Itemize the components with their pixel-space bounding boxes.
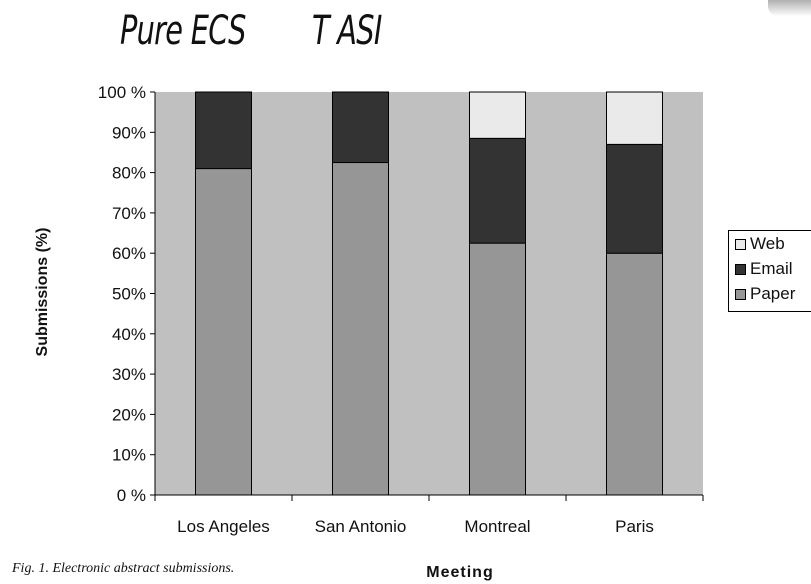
y-tick-label: 70% [112,204,146,223]
legend-label-paper: Paper [750,284,796,303]
legend-item-paper: Paper [735,284,795,304]
bar-paper [195,168,252,496]
bar-web [469,91,526,139]
y-tick-label: 20% [112,405,146,424]
bar-paper [606,252,663,496]
chart-legend: Web Email Paper [728,230,811,312]
x-tick-label: Los Angeles [177,517,270,536]
y-tick-label: 10% [112,446,146,465]
corner-decoration [768,0,811,16]
figure-caption: Fig. 1. Electronic abstract submissions. [12,561,235,576]
legend-item-email: Email [735,259,793,279]
x-tick-label: San Antonio [315,517,407,536]
y-tick-label: 40% [112,325,146,344]
y-tick-label: 100 % [98,83,146,102]
bar-email [195,91,252,170]
x-tick-label: Montreal [464,517,530,536]
bar-email [332,91,389,164]
x-axis-label: Meeting [426,564,494,581]
x-tick-label: Paris [615,517,654,536]
legend-item-web: Web [735,234,785,254]
y-tick-label: 60% [112,244,146,263]
legend-swatch-paper [735,288,746,300]
legend-swatch-web [735,238,746,250]
legend-label-email: Email [750,259,793,278]
y-tick-label: 30% [112,365,146,384]
y-tick-label: 80% [112,164,146,183]
page-title-right: T ASI [312,8,382,54]
bar-email [606,143,663,254]
bar-email [469,137,526,244]
bar-web [606,91,663,145]
page-title-left: Pure ECS [120,8,246,54]
y-tick-label: 90% [112,123,146,142]
bar-paper [469,242,526,496]
y-tick-label: 50% [112,285,146,304]
legend-swatch-email [735,263,746,275]
legend-label-web: Web [750,234,785,253]
y-tick-label: 0 % [117,486,146,505]
bar-paper [332,162,389,496]
y-axis-label: Submissions (%) [34,227,51,357]
